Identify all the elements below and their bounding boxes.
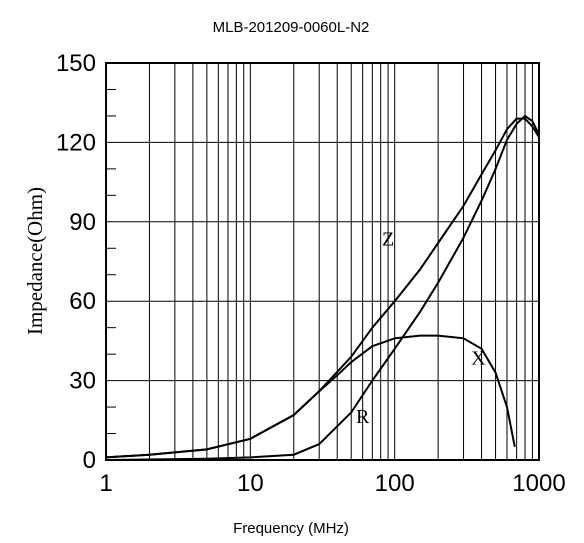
y-tick-label: 90 <box>69 209 96 236</box>
x-tick-label: 1 <box>99 470 112 497</box>
series-line-z <box>105 117 540 459</box>
series-line-x <box>105 334 516 459</box>
x-tick-label: 10 <box>237 470 264 497</box>
x-axis-label: Frequency (MHz) <box>233 520 349 537</box>
chart-title: MLB-201209-0060L-N2 <box>213 19 370 36</box>
y-tick-label: 0 <box>83 447 96 474</box>
curve-label-r: R <box>356 406 370 428</box>
series-group <box>105 114 540 461</box>
y-tick-label: 60 <box>69 288 96 315</box>
tick-labels: 1 10 100 1000 0 30 60 90 120 150 <box>56 50 566 497</box>
x-tick-label: 1000 <box>512 470 565 497</box>
y-tick-label: 150 <box>56 50 96 77</box>
series-line-r <box>105 114 540 461</box>
y-tick-label: 120 <box>56 129 96 156</box>
y-axis-label: Impedance(Ohm) <box>23 187 47 335</box>
curve-labels: Z R X <box>356 229 486 428</box>
x-tick-label: 100 <box>375 470 415 497</box>
grid <box>105 62 540 461</box>
curve-label-x: X <box>471 348 486 370</box>
curve-label-z: Z <box>382 229 394 251</box>
y-tick-label: 30 <box>69 368 96 395</box>
plot-frame <box>105 62 540 461</box>
